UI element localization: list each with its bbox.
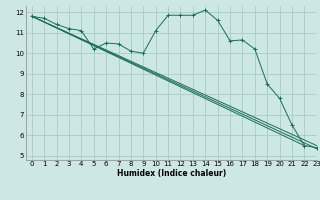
X-axis label: Humidex (Indice chaleur): Humidex (Indice chaleur): [116, 169, 226, 178]
